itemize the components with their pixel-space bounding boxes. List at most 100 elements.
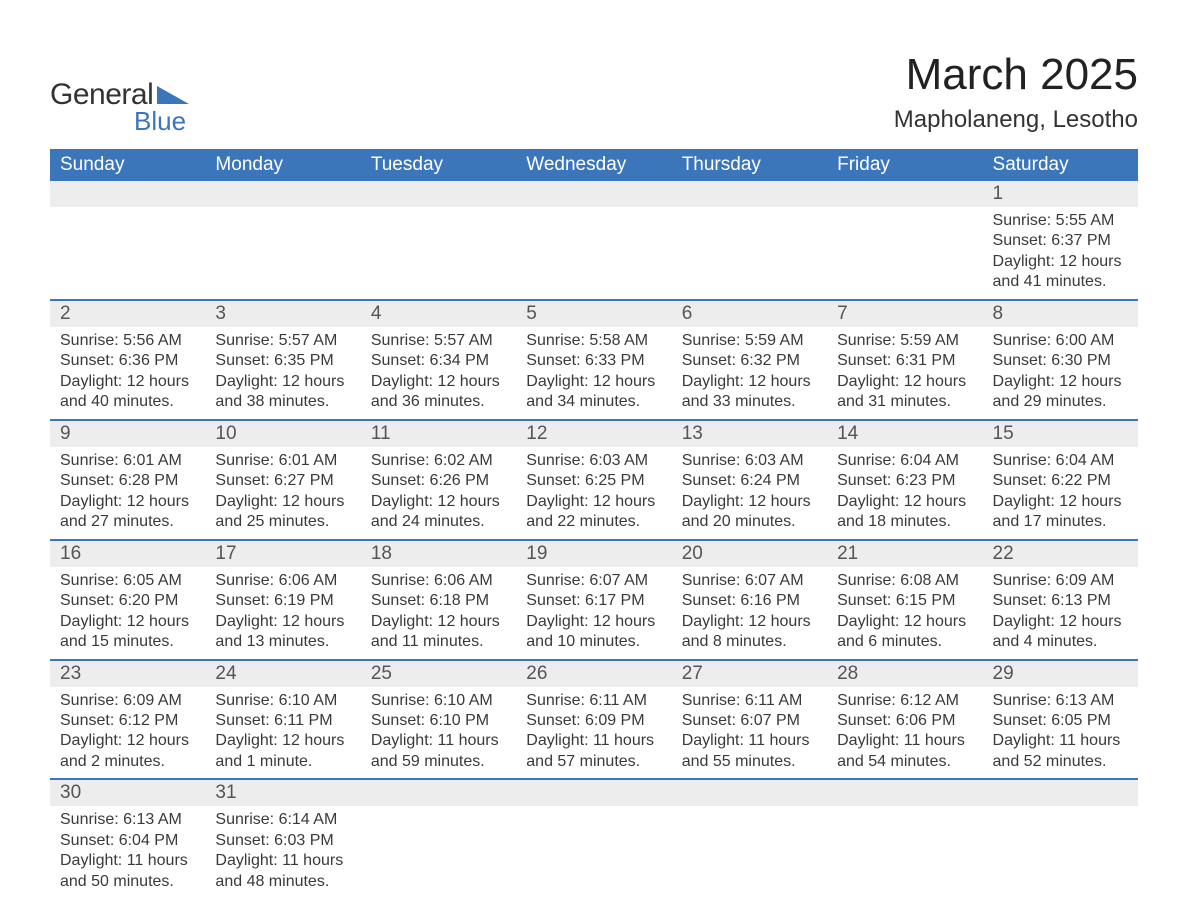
day-sunset: Sunset: 6:03 PM <box>215 831 350 851</box>
calendar-body: 1Sunrise: 5:55 AMSunset: 6:37 PMDaylight… <box>50 181 1138 898</box>
day-dl2: and 33 minutes. <box>682 392 817 412</box>
day-sunset: Sunset: 6:15 PM <box>837 591 972 611</box>
day-number: 24 <box>205 661 360 687</box>
day-data: Sunrise: 5:58 AMSunset: 6:33 PMDaylight:… <box>516 327 671 419</box>
day-number: 30 <box>50 780 205 806</box>
day-dl2: and 48 minutes. <box>215 872 350 892</box>
day-sunrise: Sunrise: 6:10 AM <box>371 691 506 711</box>
day-sunset: Sunset: 6:12 PM <box>60 711 195 731</box>
day-data <box>672 207 827 287</box>
calendar-cell <box>827 779 982 898</box>
day-data: Sunrise: 6:06 AMSunset: 6:19 PMDaylight:… <box>205 567 360 659</box>
day-sunset: Sunset: 6:34 PM <box>371 351 506 371</box>
calendar-cell: 17Sunrise: 6:06 AMSunset: 6:19 PMDayligh… <box>205 540 360 660</box>
day-data: Sunrise: 6:11 AMSunset: 6:07 PMDaylight:… <box>672 687 827 779</box>
day-sunset: Sunset: 6:30 PM <box>993 351 1128 371</box>
day-number: 1 <box>983 181 1138 207</box>
calendar-cell: 11Sunrise: 6:02 AMSunset: 6:26 PMDayligh… <box>361 420 516 540</box>
day-dl1: Daylight: 11 hours <box>682 731 817 751</box>
day-dl1: Daylight: 12 hours <box>526 492 661 512</box>
day-data: Sunrise: 6:05 AMSunset: 6:20 PMDaylight:… <box>50 567 205 659</box>
calendar-cell: 4Sunrise: 5:57 AMSunset: 6:34 PMDaylight… <box>361 300 516 420</box>
day-data: Sunrise: 6:13 AMSunset: 6:04 PMDaylight:… <box>50 806 205 898</box>
calendar-cell: 9Sunrise: 6:01 AMSunset: 6:28 PMDaylight… <box>50 420 205 540</box>
day-dl1: Daylight: 11 hours <box>60 851 195 871</box>
day-sunrise: Sunrise: 6:02 AM <box>371 451 506 471</box>
day-number <box>361 181 516 207</box>
day-number: 7 <box>827 301 982 327</box>
day-data: Sunrise: 6:12 AMSunset: 6:06 PMDaylight:… <box>827 687 982 779</box>
day-sunrise: Sunrise: 5:59 AM <box>837 331 972 351</box>
day-number <box>827 181 982 207</box>
day-number: 13 <box>672 421 827 447</box>
calendar-cell: 19Sunrise: 6:07 AMSunset: 6:17 PMDayligh… <box>516 540 671 660</box>
day-data: Sunrise: 6:09 AMSunset: 6:13 PMDaylight:… <box>983 567 1138 659</box>
day-data: Sunrise: 6:10 AMSunset: 6:10 PMDaylight:… <box>361 687 516 779</box>
day-number <box>672 780 827 806</box>
day-sunrise: Sunrise: 6:05 AM <box>60 571 195 591</box>
brand-word2: Blue <box>134 106 186 137</box>
day-number: 31 <box>205 780 360 806</box>
day-sunrise: Sunrise: 6:11 AM <box>526 691 661 711</box>
calendar-table: Sunday Monday Tuesday Wednesday Thursday… <box>50 149 1138 898</box>
col-header: Saturday <box>983 149 1138 181</box>
day-dl1: Daylight: 12 hours <box>526 372 661 392</box>
day-dl1: Daylight: 12 hours <box>371 372 506 392</box>
day-sunset: Sunset: 6:10 PM <box>371 711 506 731</box>
day-sunset: Sunset: 6:25 PM <box>526 471 661 491</box>
day-number <box>516 780 671 806</box>
day-sunrise: Sunrise: 5:59 AM <box>682 331 817 351</box>
page-header: General Blue March 2025 Mapholaneng, Les… <box>50 50 1138 137</box>
col-header: Tuesday <box>361 149 516 181</box>
col-header: Friday <box>827 149 982 181</box>
day-data: Sunrise: 5:55 AMSunset: 6:37 PMDaylight:… <box>983 207 1138 299</box>
day-sunset: Sunset: 6:11 PM <box>215 711 350 731</box>
day-number: 17 <box>205 541 360 567</box>
day-dl2: and 1 minute. <box>215 752 350 772</box>
day-dl1: Daylight: 12 hours <box>993 612 1128 632</box>
day-dl1: Daylight: 12 hours <box>60 372 195 392</box>
day-number: 28 <box>827 661 982 687</box>
calendar-week-row: 2Sunrise: 5:56 AMSunset: 6:36 PMDaylight… <box>50 300 1138 420</box>
day-data: Sunrise: 6:08 AMSunset: 6:15 PMDaylight:… <box>827 567 982 659</box>
day-number: 18 <box>361 541 516 567</box>
day-sunset: Sunset: 6:32 PM <box>682 351 817 371</box>
day-sunrise: Sunrise: 6:09 AM <box>60 691 195 711</box>
day-sunset: Sunset: 6:33 PM <box>526 351 661 371</box>
day-sunset: Sunset: 6:06 PM <box>837 711 972 731</box>
calendar-cell <box>205 181 360 300</box>
calendar-cell <box>361 181 516 300</box>
calendar-cell <box>516 779 671 898</box>
day-dl2: and 34 minutes. <box>526 392 661 412</box>
calendar-cell: 31Sunrise: 6:14 AMSunset: 6:03 PMDayligh… <box>205 779 360 898</box>
calendar-cell: 14Sunrise: 6:04 AMSunset: 6:23 PMDayligh… <box>827 420 982 540</box>
day-number <box>516 181 671 207</box>
day-sunset: Sunset: 6:37 PM <box>993 231 1128 251</box>
calendar-cell: 20Sunrise: 6:07 AMSunset: 6:16 PMDayligh… <box>672 540 827 660</box>
day-dl2: and 31 minutes. <box>837 392 972 412</box>
day-dl1: Daylight: 12 hours <box>837 492 972 512</box>
day-data: Sunrise: 6:09 AMSunset: 6:12 PMDaylight:… <box>50 687 205 779</box>
day-dl2: and 22 minutes. <box>526 512 661 532</box>
day-dl1: Daylight: 11 hours <box>371 731 506 751</box>
month-title: March 2025 <box>894 50 1138 100</box>
calendar-cell: 26Sunrise: 6:11 AMSunset: 6:09 PMDayligh… <box>516 660 671 780</box>
day-sunrise: Sunrise: 5:58 AM <box>526 331 661 351</box>
day-dl2: and 17 minutes. <box>993 512 1128 532</box>
day-sunset: Sunset: 6:36 PM <box>60 351 195 371</box>
day-dl2: and 57 minutes. <box>526 752 661 772</box>
day-sunrise: Sunrise: 6:13 AM <box>60 810 195 830</box>
day-sunset: Sunset: 6:20 PM <box>60 591 195 611</box>
day-number: 25 <box>361 661 516 687</box>
day-dl2: and 36 minutes. <box>371 392 506 412</box>
brand-logo: General Blue <box>50 78 189 137</box>
day-sunset: Sunset: 6:18 PM <box>371 591 506 611</box>
day-data: Sunrise: 5:59 AMSunset: 6:32 PMDaylight:… <box>672 327 827 419</box>
day-number: 10 <box>205 421 360 447</box>
day-sunset: Sunset: 6:16 PM <box>682 591 817 611</box>
day-dl1: Daylight: 12 hours <box>215 731 350 751</box>
day-sunrise: Sunrise: 5:57 AM <box>215 331 350 351</box>
day-data: Sunrise: 6:11 AMSunset: 6:09 PMDaylight:… <box>516 687 671 779</box>
day-dl1: Daylight: 11 hours <box>837 731 972 751</box>
day-dl2: and 52 minutes. <box>993 752 1128 772</box>
